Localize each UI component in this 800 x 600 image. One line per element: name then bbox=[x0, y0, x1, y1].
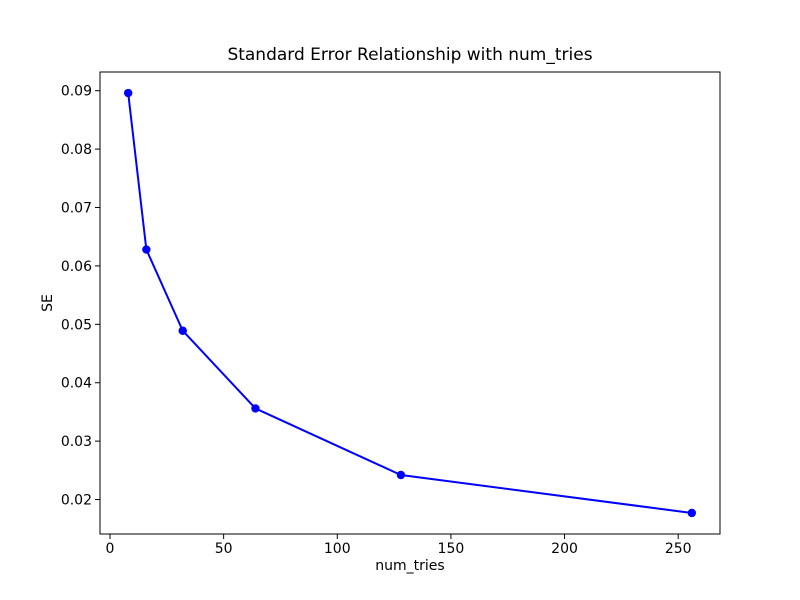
y-tick-label: 0.07 bbox=[61, 201, 92, 217]
data-point bbox=[178, 326, 187, 335]
plot-area bbox=[99, 71, 721, 535]
axes-area: 0 50 100 150 200 250 0.02 0.03 0.04 0.05 0.06 0.07 0… bbox=[61, 71, 721, 557]
y-tick-label: 0.03 bbox=[61, 434, 92, 450]
y-tick-label: 0.06 bbox=[61, 259, 92, 275]
y-tick-label: 0.09 bbox=[61, 84, 92, 100]
data-point bbox=[251, 404, 260, 413]
x-tick-label: 250 bbox=[665, 541, 692, 557]
y-tick-label: 0.05 bbox=[61, 317, 92, 333]
y-axis-label: SE bbox=[40, 294, 56, 312]
data-point bbox=[396, 470, 406, 480]
y-tick-label: 0.04 bbox=[61, 376, 92, 392]
y-tick-label: 0.08 bbox=[61, 142, 92, 158]
data-point bbox=[123, 88, 133, 98]
x-axis-label: num_tries bbox=[375, 558, 444, 574]
y-tick-label: 0.02 bbox=[61, 493, 92, 509]
x-tick-label: 0 bbox=[106, 541, 115, 557]
data-point bbox=[687, 508, 697, 518]
series-line bbox=[127, 92, 693, 514]
x-tick-label: 200 bbox=[551, 541, 578, 557]
x-tick-label: 100 bbox=[324, 541, 351, 557]
data-point bbox=[142, 245, 151, 254]
chart-title: Standard Error Relationship with num_tri… bbox=[227, 45, 592, 65]
x-tick-label: 150 bbox=[438, 541, 465, 557]
x-tick-label: 50 bbox=[215, 541, 233, 557]
